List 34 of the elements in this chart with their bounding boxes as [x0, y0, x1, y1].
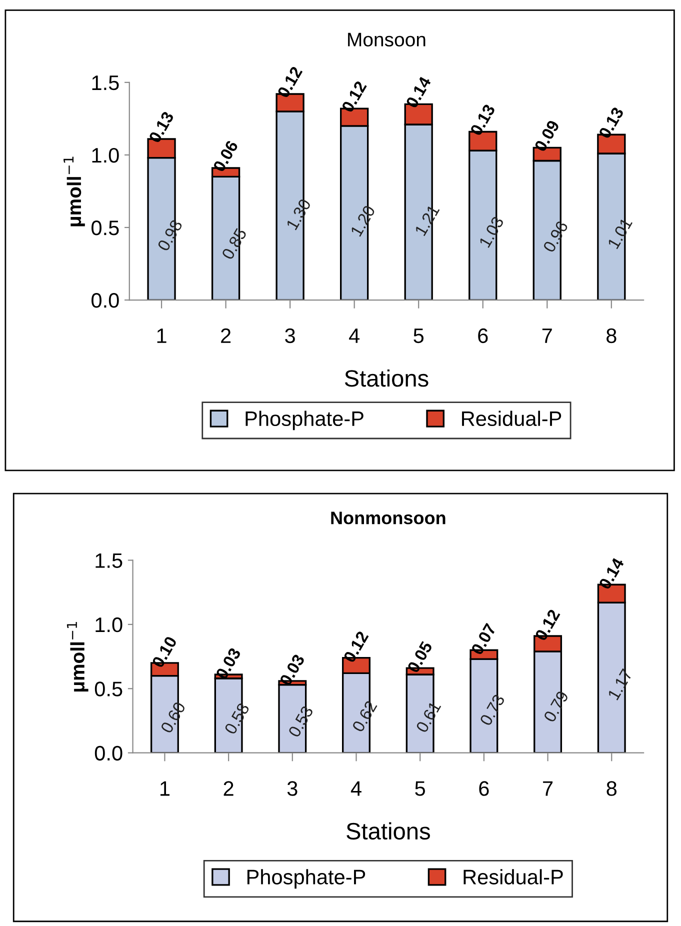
x-axis-title: Stations — [346, 822, 430, 840]
x-tick-label: 8 — [606, 328, 616, 344]
y-tick-label: 1.5 — [92, 76, 119, 90]
chart-title: Nonmonsoon — [331, 512, 446, 524]
y-tick-label: 0.5 — [92, 220, 119, 236]
x-tick-label: 4 — [350, 781, 362, 796]
y-tick-label: 0.0 — [92, 293, 119, 308]
legend-label: Phosphate-P — [247, 869, 366, 889]
x-tick-label: 6 — [479, 781, 489, 796]
y-tick-label: 1.5 — [96, 553, 122, 568]
y-tick-label: 1.0 — [96, 617, 122, 632]
y-axis-title: μmoll$^{−1}$ — [64, 156, 85, 226]
x-tick-label: 6 — [478, 328, 488, 344]
x-tick-label: 4 — [349, 328, 360, 343]
x-axis-title: Stations — [344, 369, 428, 387]
legend-label: Residual-P — [464, 869, 563, 884]
x-tick-label: 5 — [414, 328, 424, 344]
chart-title: Monsoon — [348, 32, 426, 46]
y-axis-title: μmoll$^{−1}$ — [66, 622, 88, 692]
x-tick-label: 1 — [157, 328, 166, 343]
x-tick-label: 7 — [542, 328, 552, 343]
legend-label: Phosphate-P — [246, 410, 364, 430]
x-tick-label: 2 — [221, 328, 231, 343]
x-tick-label: 1 — [160, 781, 170, 796]
x-tick-label: 7 — [543, 781, 553, 796]
y-tick-label: 0.5 — [94, 682, 122, 696]
x-tick-label: 2 — [224, 781, 234, 796]
x-tick-label: 3 — [285, 328, 295, 344]
y-tick-label: 1.0 — [92, 148, 119, 163]
x-tick-label: 3 — [287, 781, 298, 796]
x-tick-label: 5 — [415, 781, 426, 796]
legend-label: Residual-P — [462, 410, 562, 426]
y-tick-label: 0.0 — [94, 746, 122, 761]
x-tick-label: 8 — [606, 781, 617, 796]
